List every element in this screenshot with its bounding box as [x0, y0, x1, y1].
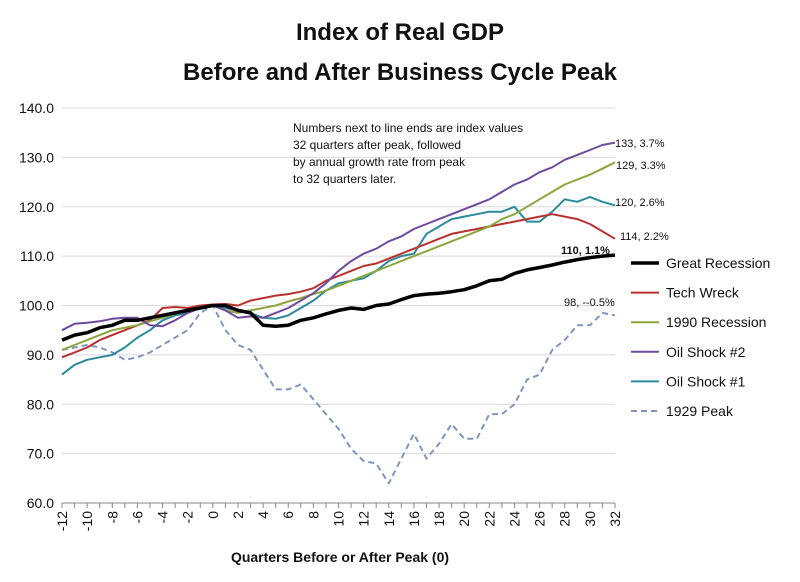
- x-tick-label: 4: [255, 511, 271, 519]
- series-line-0: [61, 253, 616, 342]
- legend-label-3: Oil Shock #2: [666, 344, 746, 360]
- note-line-1: Numbers next to line ends are index valu…: [293, 121, 523, 135]
- note-line-2: 32 quarters after peak, followed: [293, 138, 461, 152]
- x-axis-ticks: -12 -10 -8 -6 -4 -2 0 2 4 6 8 10 12 14 16 18 20 22 24 26 28 3…: [54, 503, 623, 531]
- y-tick-label: 130.0: [19, 149, 54, 165]
- chart-title-line2: Before and After Business Cycle Peak: [183, 59, 618, 86]
- legend-label-1: Tech Wreck: [666, 285, 740, 301]
- series-line-4: [61, 195, 616, 376]
- x-tick-label: 30: [582, 511, 598, 527]
- y-tick-label: 60.0: [27, 495, 54, 511]
- x-tick-label: 26: [532, 511, 548, 527]
- series-line-5: [61, 304, 616, 485]
- legend: Great Recession Tech Wreck 1990 Recession O…: [631, 255, 770, 419]
- annotation-note: Numbers next to line ends are index valu…: [293, 121, 523, 186]
- x-tick-label: 10: [331, 511, 347, 527]
- x-tick-label: 14: [381, 511, 397, 527]
- x-tick-label: 8: [305, 511, 321, 519]
- x-tick-label: -12: [54, 511, 70, 531]
- x-tick-label: 6: [280, 511, 296, 519]
- y-tick-label: 80.0: [27, 396, 54, 412]
- x-tick-label: 28: [557, 511, 573, 527]
- series-lines: [61, 141, 616, 485]
- end-labels: 110, 1.1% 114, 2.2% 129, 3.3% 133, 3.7% 120,…: [561, 138, 669, 309]
- note-line-3: by annual growth rate from peak: [293, 155, 466, 169]
- x-tick-label: 24: [506, 511, 522, 527]
- gridlines: [62, 107, 615, 455]
- legend-label-0: Great Recession: [666, 255, 770, 271]
- legend-label-5: 1929 Peak: [666, 403, 734, 419]
- x-tick-label: -4: [155, 511, 171, 524]
- note-line-4: to 32 quarters later.: [293, 172, 396, 186]
- end-label-1: 114, 2.2%: [620, 231, 669, 243]
- x-tick-label: 16: [406, 511, 422, 527]
- x-tick-label: 18: [431, 511, 447, 527]
- x-tick-label: 0: [205, 511, 221, 519]
- y-tick-label: 100.0: [19, 298, 54, 314]
- x-tick-label: -10: [79, 511, 95, 531]
- y-tick-label: 70.0: [27, 446, 54, 462]
- x-axis-label: Quarters Before or After Peak (0): [231, 549, 449, 565]
- end-label-2: 129, 3.3%: [616, 160, 666, 172]
- end-label-4: 120, 2.6%: [615, 197, 665, 209]
- y-tick-label: 140.0: [19, 100, 54, 116]
- end-label-5: 98, --0.5%: [564, 297, 615, 309]
- x-tick-label: 20: [456, 511, 472, 527]
- x-tick-label: -6: [129, 511, 145, 524]
- series-line-2: [61, 161, 616, 351]
- series-line-3: [61, 141, 616, 332]
- legend-label-2: 1990 Recession: [666, 314, 766, 330]
- x-tick-label: 2: [230, 511, 246, 519]
- x-tick-label: 32: [607, 511, 623, 527]
- end-label-3: 133, 3.7%: [615, 138, 665, 150]
- chart-title-line1: Index of Real GDP: [296, 19, 504, 46]
- y-tick-label: 110.0: [20, 248, 54, 264]
- x-tick-label: -2: [180, 511, 196, 524]
- x-tick-label: -8: [104, 511, 120, 524]
- x-tick-label: 12: [356, 511, 372, 527]
- legend-label-4: Oil Shock #1: [666, 373, 746, 389]
- x-tick-label: 22: [481, 511, 497, 527]
- y-tick-label: 120.0: [19, 199, 54, 215]
- end-label-0: 110, 1.1%: [561, 245, 610, 257]
- y-axis-ticks: 60.0 70.0 80.0 90.0 100.0 110.0 120.0 130.0 140.…: [19, 100, 54, 511]
- y-tick-label: 90.0: [27, 347, 54, 363]
